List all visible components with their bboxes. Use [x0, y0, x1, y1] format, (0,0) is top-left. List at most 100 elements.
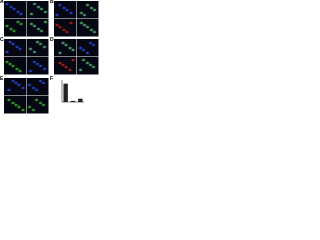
cell — [13, 81, 19, 85]
cell — [18, 12, 24, 16]
micrograph — [54, 19, 76, 37]
cell — [82, 23, 87, 27]
cell — [42, 67, 47, 71]
cell — [20, 108, 26, 112]
cell — [32, 50, 37, 54]
cell — [85, 61, 90, 65]
cell — [57, 25, 63, 29]
cell — [63, 65, 69, 69]
cell — [79, 11, 84, 15]
cell — [92, 30, 97, 34]
cell — [34, 88, 39, 92]
micrograph — [76, 57, 99, 75]
cell — [54, 23, 60, 27]
cell — [63, 43, 69, 47]
cell — [17, 47, 23, 51]
cell — [31, 108, 36, 112]
cell — [43, 10, 48, 14]
panel-label: A — [0, 0, 4, 5]
cell — [34, 98, 39, 102]
micrograph — [26, 1, 49, 19]
cell — [29, 22, 34, 26]
cell — [64, 30, 70, 34]
cell — [78, 68, 83, 72]
cell — [36, 27, 41, 31]
cell — [38, 64, 43, 68]
cell — [36, 5, 41, 9]
cell — [29, 12, 34, 16]
micrograph — [54, 39, 76, 57]
cell — [68, 21, 74, 25]
cell — [81, 48, 86, 52]
cell — [16, 83, 22, 87]
cell — [42, 45, 47, 49]
cell — [91, 65, 96, 69]
cell — [11, 29, 17, 33]
cell — [68, 11, 74, 15]
cell — [27, 83, 32, 87]
cell — [61, 6, 67, 10]
cell — [60, 41, 66, 45]
cell — [14, 45, 20, 49]
cell — [10, 64, 16, 68]
cell — [54, 13, 60, 17]
cell — [92, 8, 97, 12]
micrographs: A B C D E — [0, 0, 99, 114]
cell — [31, 86, 36, 90]
cell — [85, 51, 90, 55]
cell — [82, 13, 87, 17]
cell — [57, 61, 63, 65]
cell — [61, 28, 67, 32]
cell — [8, 5, 14, 9]
panel-label: D — [50, 37, 54, 43]
cell — [20, 86, 26, 90]
cell — [10, 79, 16, 83]
cell — [10, 42, 16, 46]
cell — [35, 40, 40, 44]
cell — [32, 24, 37, 28]
cell — [6, 98, 12, 102]
cell — [41, 103, 46, 107]
cell — [88, 63, 93, 67]
cell — [15, 10, 21, 14]
cell — [28, 47, 33, 51]
cell — [28, 69, 33, 73]
cell — [15, 20, 21, 24]
cell — [64, 8, 70, 12]
cell — [81, 58, 86, 62]
cell — [4, 60, 10, 64]
cell — [11, 7, 17, 11]
cell — [70, 48, 76, 52]
cell — [6, 88, 12, 92]
cell — [32, 2, 37, 6]
cell — [70, 58, 76, 62]
panel-label: B — [50, 0, 54, 5]
cell — [38, 79, 43, 83]
cell — [88, 41, 93, 45]
cell — [67, 46, 73, 50]
cell — [38, 42, 43, 46]
figure: A B C D E F — [0, 0, 99, 114]
cell — [38, 101, 43, 105]
cell — [4, 50, 10, 54]
cell — [85, 25, 90, 29]
cell — [10, 101, 16, 105]
cell — [79, 21, 84, 25]
cell — [18, 22, 24, 26]
cell — [57, 51, 63, 55]
cell — [39, 29, 44, 33]
cell — [78, 46, 83, 50]
bar — [63, 83, 68, 102]
micrograph — [26, 78, 49, 96]
bar — [70, 100, 76, 102]
bar — [78, 98, 83, 102]
cell — [89, 6, 94, 10]
cell — [27, 105, 32, 109]
micrograph — [76, 39, 99, 57]
cell — [17, 69, 23, 73]
cell — [32, 60, 37, 64]
cell — [35, 62, 40, 66]
panel-label: F — [50, 76, 53, 82]
micrograph — [4, 39, 26, 57]
cell — [60, 63, 66, 67]
